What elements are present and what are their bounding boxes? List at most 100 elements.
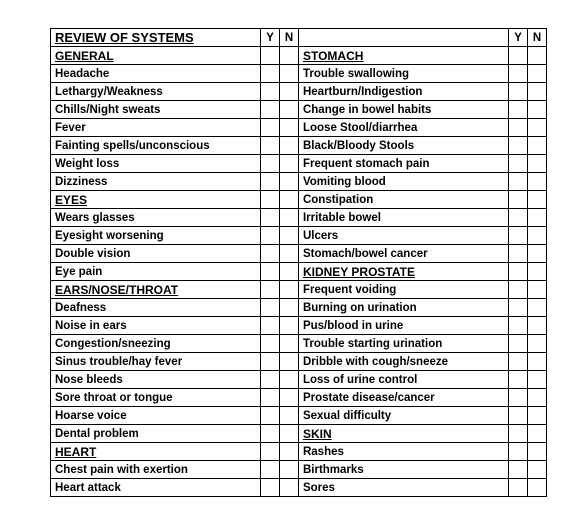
- no-cell-left[interactable]: [280, 389, 299, 407]
- yes-cell-left[interactable]: [261, 443, 280, 461]
- yes-cell-left[interactable]: [261, 263, 280, 281]
- no-cell-left[interactable]: [280, 335, 299, 353]
- no-cell-right[interactable]: [528, 119, 547, 137]
- no-cell-right[interactable]: [528, 227, 547, 245]
- no-cell-left[interactable]: [280, 281, 299, 299]
- no-cell-right[interactable]: [528, 353, 547, 371]
- no-cell-right[interactable]: [528, 335, 547, 353]
- yes-cell-left[interactable]: [261, 137, 280, 155]
- no-cell-right[interactable]: [528, 209, 547, 227]
- no-cell-left[interactable]: [280, 191, 299, 209]
- no-cell-left[interactable]: [280, 119, 299, 137]
- yes-cell-right[interactable]: [509, 137, 528, 155]
- yes-cell-left[interactable]: [261, 407, 280, 425]
- yes-cell-right[interactable]: Y: [509, 29, 528, 47]
- no-cell-left[interactable]: [280, 317, 299, 335]
- no-cell-left[interactable]: [280, 263, 299, 281]
- yes-cell-left[interactable]: [261, 353, 280, 371]
- no-cell-left[interactable]: [280, 101, 299, 119]
- yes-cell-right[interactable]: [509, 479, 528, 497]
- yes-cell-left[interactable]: [261, 47, 280, 65]
- yes-cell-left[interactable]: Y: [261, 29, 280, 47]
- no-cell-left[interactable]: [280, 299, 299, 317]
- no-cell-left[interactable]: [280, 65, 299, 83]
- yes-cell-right[interactable]: [509, 155, 528, 173]
- yes-cell-left[interactable]: [261, 191, 280, 209]
- yes-cell-right[interactable]: [509, 335, 528, 353]
- yes-cell-left[interactable]: [261, 119, 280, 137]
- no-cell-right[interactable]: [528, 83, 547, 101]
- no-cell-right[interactable]: [528, 263, 547, 281]
- no-cell-left[interactable]: N: [280, 29, 299, 47]
- no-cell-right[interactable]: N: [528, 29, 547, 47]
- no-cell-right[interactable]: [528, 137, 547, 155]
- no-cell-right[interactable]: [528, 101, 547, 119]
- no-cell-left[interactable]: [280, 371, 299, 389]
- no-cell-right[interactable]: [528, 155, 547, 173]
- yes-cell-right[interactable]: [509, 389, 528, 407]
- no-cell-right[interactable]: [528, 389, 547, 407]
- yes-cell-right[interactable]: [509, 227, 528, 245]
- no-cell-right[interactable]: [528, 65, 547, 83]
- yes-cell-right[interactable]: [509, 65, 528, 83]
- no-cell-right[interactable]: [528, 425, 547, 443]
- yes-cell-left[interactable]: [261, 209, 280, 227]
- yes-cell-right[interactable]: [509, 371, 528, 389]
- yes-cell-right[interactable]: [509, 47, 528, 65]
- yes-cell-right[interactable]: [509, 209, 528, 227]
- yes-cell-left[interactable]: [261, 389, 280, 407]
- no-cell-left[interactable]: [280, 479, 299, 497]
- no-cell-left[interactable]: [280, 173, 299, 191]
- no-cell-left[interactable]: [280, 245, 299, 263]
- no-cell-right[interactable]: [528, 191, 547, 209]
- no-cell-right[interactable]: [528, 173, 547, 191]
- no-cell-right[interactable]: [528, 371, 547, 389]
- yes-cell-left[interactable]: [261, 173, 280, 191]
- no-cell-right[interactable]: [528, 479, 547, 497]
- no-cell-left[interactable]: [280, 47, 299, 65]
- yes-cell-right[interactable]: [509, 353, 528, 371]
- no-cell-left[interactable]: [280, 443, 299, 461]
- yes-cell-right[interactable]: [509, 461, 528, 479]
- no-cell-right[interactable]: [528, 47, 547, 65]
- no-cell-left[interactable]: [280, 461, 299, 479]
- yes-cell-right[interactable]: [509, 263, 528, 281]
- yes-cell-right[interactable]: [509, 119, 528, 137]
- no-cell-left[interactable]: [280, 83, 299, 101]
- yes-cell-right[interactable]: [509, 281, 528, 299]
- no-cell-left[interactable]: [280, 209, 299, 227]
- yes-cell-left[interactable]: [261, 83, 280, 101]
- yes-cell-right[interactable]: [509, 245, 528, 263]
- no-cell-left[interactable]: [280, 425, 299, 443]
- yes-cell-left[interactable]: [261, 101, 280, 119]
- no-cell-right[interactable]: [528, 281, 547, 299]
- no-cell-right[interactable]: [528, 245, 547, 263]
- yes-cell-left[interactable]: [261, 245, 280, 263]
- yes-cell-right[interactable]: [509, 317, 528, 335]
- yes-cell-left[interactable]: [261, 317, 280, 335]
- yes-cell-left[interactable]: [261, 425, 280, 443]
- no-cell-right[interactable]: [528, 461, 547, 479]
- no-cell-left[interactable]: [280, 155, 299, 173]
- yes-cell-left[interactable]: [261, 155, 280, 173]
- yes-cell-left[interactable]: [261, 479, 280, 497]
- yes-cell-right[interactable]: [509, 83, 528, 101]
- no-cell-right[interactable]: [528, 299, 547, 317]
- yes-cell-right[interactable]: [509, 407, 528, 425]
- yes-cell-left[interactable]: [261, 335, 280, 353]
- no-cell-right[interactable]: [528, 407, 547, 425]
- yes-cell-left[interactable]: [261, 461, 280, 479]
- yes-cell-right[interactable]: [509, 101, 528, 119]
- no-cell-right[interactable]: [528, 443, 547, 461]
- yes-cell-left[interactable]: [261, 299, 280, 317]
- yes-cell-right[interactable]: [509, 443, 528, 461]
- yes-cell-right[interactable]: [509, 173, 528, 191]
- no-cell-right[interactable]: [528, 317, 547, 335]
- yes-cell-right[interactable]: [509, 191, 528, 209]
- no-cell-left[interactable]: [280, 227, 299, 245]
- yes-cell-left[interactable]: [261, 281, 280, 299]
- no-cell-left[interactable]: [280, 137, 299, 155]
- yes-cell-left[interactable]: [261, 65, 280, 83]
- yes-cell-right[interactable]: [509, 299, 528, 317]
- yes-cell-left[interactable]: [261, 371, 280, 389]
